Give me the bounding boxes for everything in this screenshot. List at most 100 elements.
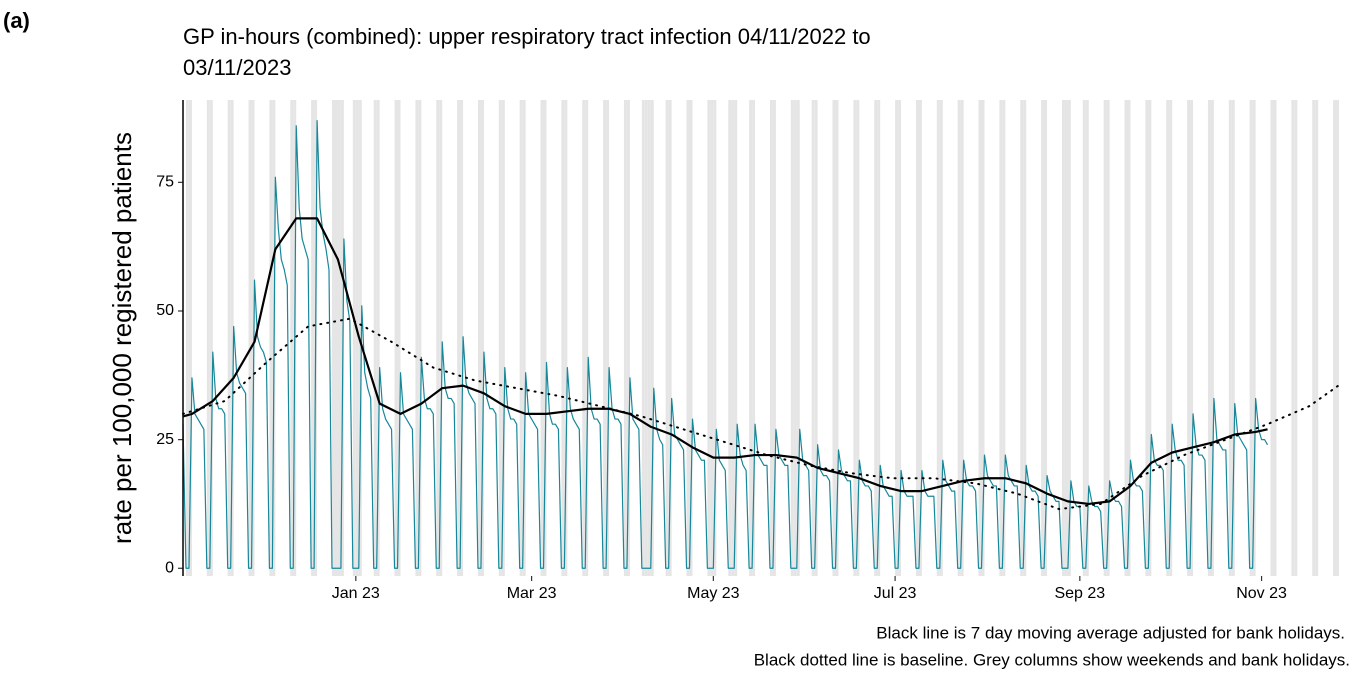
axes: 0 25 50 75 Jan 23 Mar 23 May 23 Jul 23 Sep 23 Nov… xyxy=(156,100,1287,602)
weekend-column xyxy=(978,100,982,576)
caption: Black line is 7 day moving average adjus… xyxy=(876,623,1345,642)
weekend-column xyxy=(1061,100,1065,576)
weekend-column xyxy=(898,100,902,576)
weekend-column xyxy=(1333,100,1337,576)
weekend-column xyxy=(731,100,735,576)
weekend-column xyxy=(501,100,505,576)
weekend-column xyxy=(1002,100,1006,576)
weekend-column xyxy=(227,100,231,576)
x-tick-label: May 23 xyxy=(687,585,740,602)
weekend-column xyxy=(689,100,693,576)
weekend-column xyxy=(647,100,651,576)
weekend-column xyxy=(1124,100,1128,576)
weekend-column xyxy=(1148,100,1152,576)
weekend-column xyxy=(188,100,192,576)
bank-holiday-column xyxy=(641,100,645,576)
weekend-column xyxy=(1145,100,1149,576)
weekend-column xyxy=(436,100,440,576)
weekend-column xyxy=(1023,100,1027,576)
weekend-column xyxy=(832,100,836,576)
weekend-column xyxy=(209,100,213,576)
weekend-column xyxy=(1270,100,1274,576)
weekend-column xyxy=(585,100,589,576)
weekend-column xyxy=(1315,100,1319,576)
weekend-column xyxy=(814,100,818,576)
x-tick-label: Nov 23 xyxy=(1236,585,1287,602)
weekend-column xyxy=(606,100,610,576)
x-tick-label: Jan 23 xyxy=(332,585,380,602)
plot-area xyxy=(182,119,1344,569)
series-line xyxy=(182,217,1268,506)
weekend-column xyxy=(856,100,860,576)
weekend-column xyxy=(460,100,464,576)
weekend-column xyxy=(397,100,401,576)
y-axis-label: rate per 100,000 registered patients xyxy=(107,132,137,544)
weekend-column xyxy=(248,100,252,576)
weekend-column xyxy=(1166,100,1170,576)
weekend-column xyxy=(373,100,377,576)
weekend-column xyxy=(835,100,839,576)
weekend-column xyxy=(1231,100,1235,576)
weekend-column xyxy=(939,100,943,576)
weekend-column xyxy=(394,100,398,576)
weekend-column xyxy=(352,100,356,576)
bank-holiday-column xyxy=(796,100,800,576)
weekend-column xyxy=(582,100,586,576)
weekend-column xyxy=(710,100,714,576)
weekend-column xyxy=(230,100,234,576)
chart-title: 03/11/2023 xyxy=(183,55,291,80)
weekend-column xyxy=(1228,100,1232,576)
weekend-column xyxy=(1064,100,1068,576)
weekend-column xyxy=(206,100,210,576)
weekend-column xyxy=(1020,100,1024,576)
weekend-column xyxy=(334,100,338,576)
weekend-column xyxy=(915,100,919,576)
weekend-column xyxy=(644,100,648,576)
weekend-column xyxy=(999,100,1003,576)
y-tick-label: 25 xyxy=(156,431,174,448)
weekend-column xyxy=(877,100,881,576)
weekend-column xyxy=(793,100,797,576)
weekend-column xyxy=(626,100,630,576)
weekend-column xyxy=(331,100,335,576)
bank-holiday-column xyxy=(713,100,717,576)
weekend-column xyxy=(1044,100,1048,576)
weekend-column xyxy=(1106,100,1110,576)
weekend-column xyxy=(1291,100,1295,576)
weekend-column xyxy=(1207,100,1211,576)
weekend-column xyxy=(772,100,776,576)
bank-holiday-column xyxy=(650,100,654,576)
panel-label: (a) xyxy=(3,8,30,33)
weekend-column xyxy=(477,100,481,576)
weekend-column xyxy=(1336,100,1340,576)
weekend-column xyxy=(1082,100,1086,576)
weekend-column xyxy=(1294,100,1298,576)
weekend-column xyxy=(498,100,502,576)
weekend-column xyxy=(749,100,753,576)
weekend-column xyxy=(561,100,565,576)
weekend-column xyxy=(960,100,964,576)
weekend-column xyxy=(1273,100,1277,576)
weekend-column xyxy=(457,100,461,576)
chart-title: GP in-hours (combined): upper respirator… xyxy=(183,24,871,49)
weekend-column xyxy=(895,100,899,576)
weekend-column xyxy=(1190,100,1194,576)
weekend-column xyxy=(981,100,985,576)
weekend-column xyxy=(874,100,878,576)
weekend-column xyxy=(355,100,359,576)
bank-holiday-column xyxy=(734,100,738,576)
weekend-column xyxy=(790,100,794,576)
weekend-column xyxy=(1187,100,1191,576)
bank-holiday-column xyxy=(1067,100,1071,576)
weekend-column xyxy=(686,100,690,576)
weekend-column xyxy=(251,100,255,576)
weekend-column xyxy=(707,100,711,576)
weekend-column xyxy=(811,100,815,576)
weekend-column xyxy=(1041,100,1045,576)
bank-holiday-column xyxy=(337,100,341,576)
weekend-column xyxy=(665,100,669,576)
weekend-column xyxy=(439,100,443,576)
weekend-column xyxy=(752,100,756,576)
